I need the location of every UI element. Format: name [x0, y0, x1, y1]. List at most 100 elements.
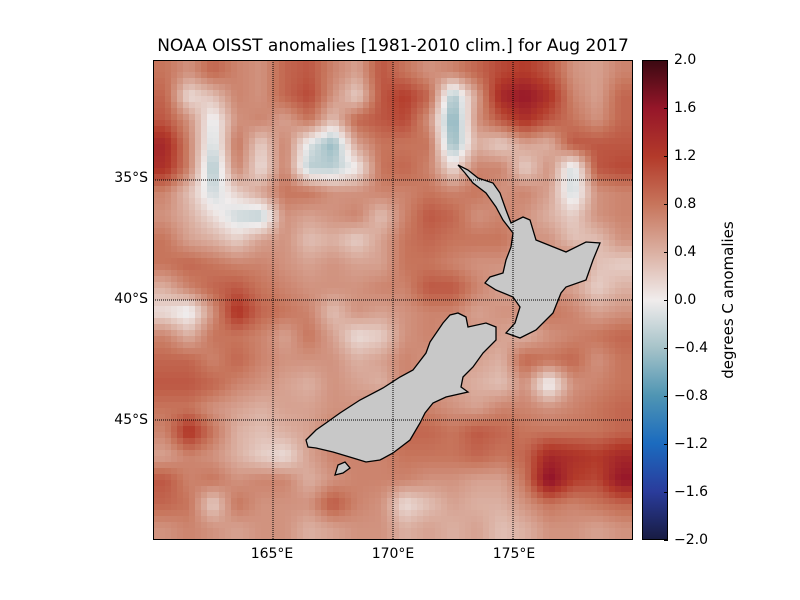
- heatmap-cell: [153, 174, 160, 181]
- heatmap-cell: [231, 216, 238, 223]
- heatmap-cell: [477, 138, 484, 145]
- heatmap-cell: [201, 66, 208, 73]
- heatmap-cell: [297, 246, 304, 253]
- heatmap-cell: [381, 96, 388, 103]
- heatmap-cell: [495, 426, 502, 433]
- heatmap-cell: [519, 138, 526, 145]
- heatmap-cell: [363, 174, 370, 181]
- heatmap-cell: [603, 294, 610, 301]
- heatmap-cell: [579, 174, 586, 181]
- heatmap-cell: [477, 264, 484, 271]
- heatmap-cell: [537, 120, 544, 127]
- heatmap-cell: [423, 246, 430, 253]
- heatmap-cell: [441, 396, 448, 403]
- heatmap-cell: [489, 156, 496, 163]
- heatmap-cell: [489, 246, 496, 253]
- heatmap-cell: [261, 78, 268, 85]
- heatmap-cell: [591, 72, 598, 79]
- heatmap-cell: [213, 96, 220, 103]
- heatmap-cell: [297, 96, 304, 103]
- heatmap-cell: [525, 114, 532, 121]
- heatmap-cell: [237, 396, 244, 403]
- heatmap-cell: [273, 234, 280, 241]
- heatmap-cell: [261, 228, 268, 235]
- heatmap-cell: [411, 246, 418, 253]
- heatmap-cell: [321, 90, 328, 97]
- heatmap-cell: [291, 108, 298, 115]
- heatmap-cell: [243, 396, 250, 403]
- heatmap-cell: [615, 384, 622, 391]
- heatmap-cell: [477, 144, 484, 151]
- heatmap-cell: [153, 150, 160, 157]
- heatmap-cell: [471, 276, 478, 283]
- heatmap-cell: [345, 390, 352, 397]
- heatmap-cell: [243, 66, 250, 73]
- heatmap-cell: [435, 252, 442, 259]
- heatmap-cell: [339, 234, 346, 241]
- heatmap-cell: [219, 366, 226, 373]
- heatmap-cell: [531, 144, 538, 151]
- heatmap-cell: [453, 198, 460, 205]
- heatmap-cell: [339, 228, 346, 235]
- heatmap-cell: [603, 288, 610, 295]
- heatmap-cell: [189, 270, 196, 277]
- heatmap-cell: [327, 126, 334, 133]
- heatmap-cell: [465, 258, 472, 265]
- heatmap-cell: [357, 360, 364, 367]
- heatmap-cell: [405, 312, 412, 319]
- heatmap-cell: [231, 390, 238, 397]
- heatmap-cell: [339, 204, 346, 211]
- heatmap-cell: [429, 414, 436, 421]
- heatmap-cell: [357, 264, 364, 271]
- heatmap-cell: [267, 336, 274, 343]
- heatmap-cell: [273, 330, 280, 337]
- heatmap-cell: [261, 294, 268, 301]
- heatmap-cell: [321, 336, 328, 343]
- heatmap-cell: [267, 66, 274, 73]
- heatmap-cell: [189, 180, 196, 187]
- heatmap-cell: [435, 270, 442, 277]
- heatmap-cell: [291, 318, 298, 325]
- heatmap-cell: [363, 228, 370, 235]
- heatmap-cell: [561, 408, 568, 415]
- heatmap-cell: [579, 348, 586, 355]
- heatmap-cell: [207, 168, 214, 175]
- heatmap-cell: [327, 144, 334, 151]
- heatmap-cell: [615, 420, 622, 427]
- heatmap-cell: [411, 84, 418, 91]
- heatmap-cell: [423, 150, 430, 157]
- heatmap-cell: [567, 318, 574, 325]
- heatmap-cell: [273, 276, 280, 283]
- heatmap-cell: [255, 108, 262, 115]
- heatmap-cell: [315, 144, 322, 151]
- heatmap-cell: [267, 72, 274, 79]
- heatmap-cell: [219, 378, 226, 385]
- heatmap-cell: [303, 324, 310, 331]
- heatmap-cell: [357, 258, 364, 265]
- heatmap-cell: [435, 198, 442, 205]
- heatmap-cell: [543, 198, 550, 205]
- heatmap-cell: [285, 138, 292, 145]
- heatmap-cell: [237, 240, 244, 247]
- heatmap-cell: [255, 414, 262, 421]
- heatmap-cell: [237, 336, 244, 343]
- heatmap-cell: [351, 252, 358, 259]
- heatmap-cell: [381, 108, 388, 115]
- heatmap-cell: [543, 414, 550, 421]
- heatmap-cell: [183, 366, 190, 373]
- heatmap-cell: [573, 342, 580, 349]
- heatmap-cell: [621, 210, 628, 217]
- heatmap-cell: [333, 324, 340, 331]
- heatmap-cell: [375, 192, 382, 199]
- heatmap-cell: [423, 258, 430, 265]
- heatmap-cell: [333, 240, 340, 247]
- heatmap-cell: [603, 318, 610, 325]
- heatmap-cell: [369, 162, 376, 169]
- heatmap-cell: [615, 60, 622, 67]
- heatmap-cell: [159, 276, 166, 283]
- heatmap-cell: [237, 186, 244, 193]
- heatmap-cell: [441, 90, 448, 97]
- heatmap-cell: [273, 342, 280, 349]
- heatmap-cell: [369, 102, 376, 109]
- heatmap-cell: [375, 372, 382, 379]
